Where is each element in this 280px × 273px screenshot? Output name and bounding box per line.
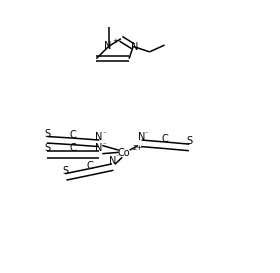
Text: N: N — [109, 156, 116, 166]
Text: ⁻: ⁻ — [102, 131, 106, 137]
Text: S: S — [44, 143, 50, 153]
Text: Co: Co — [117, 148, 130, 158]
Text: ⁻: ⁻ — [102, 142, 106, 148]
Text: C: C — [70, 143, 76, 153]
Text: 2+: 2+ — [132, 145, 143, 151]
Text: S: S — [44, 129, 50, 139]
Text: C: C — [86, 161, 93, 171]
Text: S: S — [63, 166, 69, 176]
Text: N: N — [138, 132, 145, 142]
Text: C: C — [161, 134, 168, 144]
Text: ⁻: ⁻ — [116, 155, 120, 161]
Text: C: C — [70, 130, 76, 140]
Text: N: N — [95, 132, 103, 142]
Text: +: + — [113, 38, 118, 44]
Text: S: S — [186, 136, 192, 146]
Text: N: N — [130, 42, 138, 52]
Text: N: N — [104, 41, 111, 51]
Text: N: N — [95, 143, 103, 153]
Text: ⁻: ⁻ — [144, 131, 148, 137]
